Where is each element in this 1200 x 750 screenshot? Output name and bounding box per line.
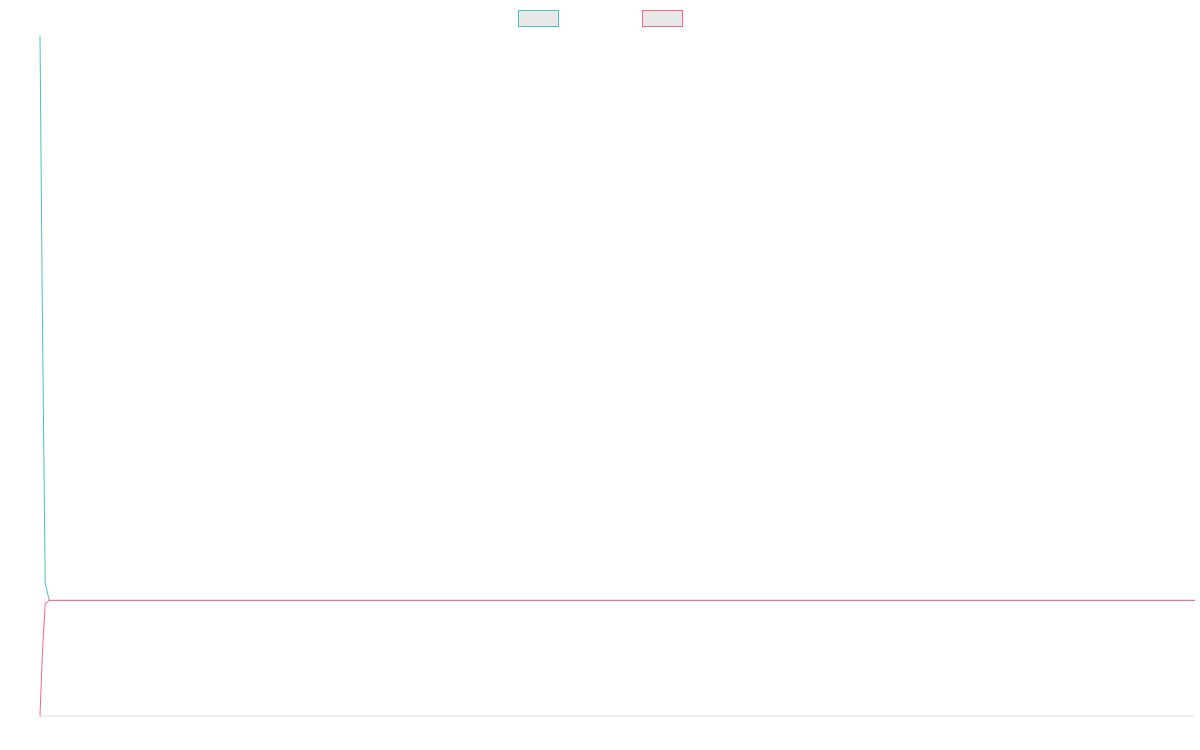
series-line-2 (39, 599, 1195, 717)
legend-swatch-1[interactable] (518, 10, 559, 27)
legend-swatch-2[interactable] (642, 10, 683, 27)
series-lines (39, 35, 1195, 717)
legend (518, 10, 683, 27)
series-line-1 (39, 35, 1195, 601)
